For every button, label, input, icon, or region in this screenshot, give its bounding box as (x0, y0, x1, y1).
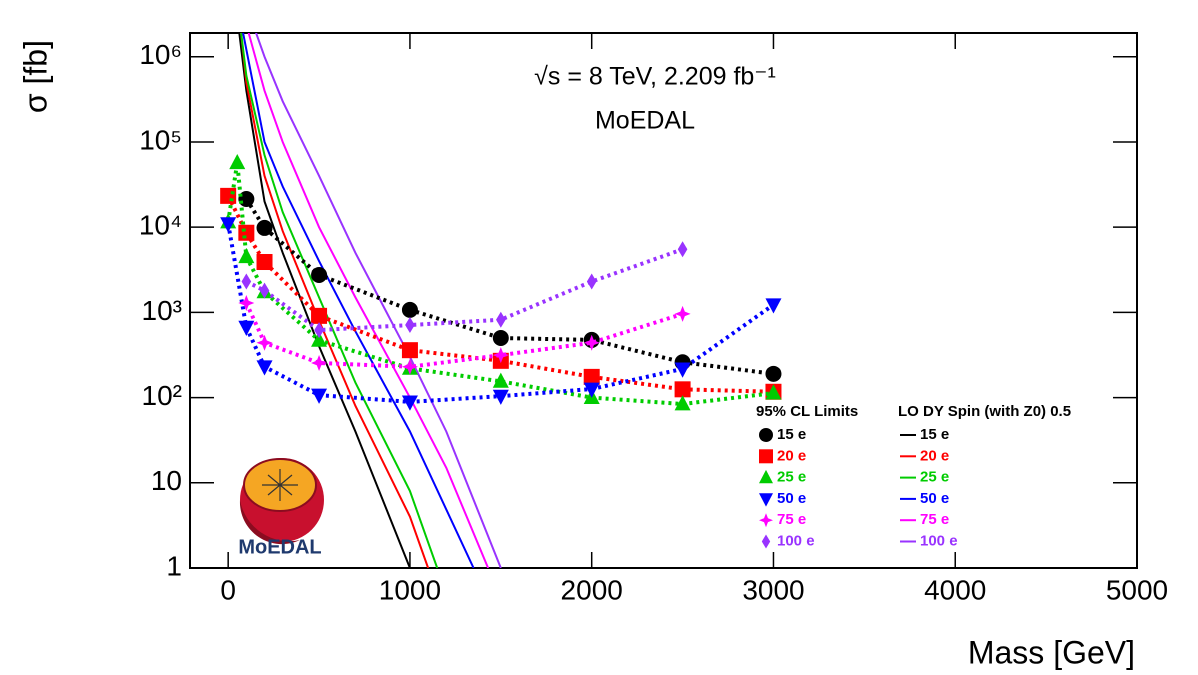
legend-label: 15 e (920, 426, 949, 443)
chart-subtitle: MoEDAL (595, 107, 695, 135)
legend-label: 100 e (920, 532, 958, 549)
theory-curve (242, 33, 475, 568)
theory-curve (240, 33, 430, 568)
legend-label: 20 e (920, 447, 949, 464)
marker (583, 382, 600, 398)
marker (256, 219, 273, 236)
legend-label: 100 e (777, 532, 815, 549)
marker (759, 449, 773, 464)
marker (496, 311, 506, 328)
legend-label: 20 e (777, 447, 806, 464)
marker (259, 282, 270, 299)
marker (583, 368, 600, 385)
chart-title: √s = 8 TeV, 2.209 fb⁻¹ (534, 63, 776, 91)
x-tick-label: 2000 (561, 574, 623, 605)
marker (759, 428, 773, 442)
marker (311, 331, 328, 347)
marker (492, 347, 509, 364)
marker (765, 298, 782, 314)
x-tick-label: 3000 (742, 574, 804, 605)
marker (674, 305, 691, 322)
marker (765, 365, 782, 382)
y-tick-label: 10³ (142, 295, 182, 326)
x-tick-label: 1000 (379, 574, 441, 605)
marker (311, 388, 328, 404)
marker (759, 513, 773, 528)
marker (765, 384, 782, 400)
marker (401, 342, 418, 359)
marker (401, 358, 418, 375)
y-tick-label: 10⁴ (139, 210, 182, 241)
marker (677, 241, 688, 258)
marker (674, 381, 691, 398)
y-tick-label: 1 (166, 550, 182, 581)
logo-text: MoEDAL (238, 536, 321, 558)
legend-title: 95% CL Limits (756, 403, 858, 420)
marker (314, 322, 324, 339)
marker (256, 360, 273, 376)
plot-area (220, 33, 782, 568)
marker (311, 266, 328, 283)
marker (311, 354, 328, 371)
legend-title: LO DY Spin (with Z0) 0.5 (898, 403, 1071, 420)
marker (674, 395, 691, 411)
marker (220, 217, 237, 233)
marker (238, 320, 255, 336)
marker (238, 294, 255, 311)
marker (492, 372, 509, 388)
limit-line (244, 197, 774, 376)
y-tick-label: 10² (142, 380, 182, 411)
marker (674, 362, 691, 378)
y-tick-label: 10⁵ (139, 124, 182, 155)
y-tick-label: 10⁶ (139, 39, 182, 70)
logo: MoEDAL (238, 458, 324, 558)
marker (759, 493, 773, 507)
limit-line (226, 162, 774, 407)
legend-label: 50 e (920, 490, 949, 507)
marker (256, 254, 273, 271)
marker (238, 224, 255, 241)
marker (583, 334, 600, 351)
legend-label: 25 e (777, 469, 806, 486)
x-tick-label: 0 (220, 574, 236, 605)
legend-label: 50 e (777, 490, 806, 507)
x-tick-label: 4000 (924, 574, 986, 605)
marker (311, 307, 328, 324)
marker (492, 330, 509, 347)
theory-curve (255, 33, 502, 568)
x-tick-label: 5000 (1106, 574, 1168, 605)
marker (220, 187, 237, 204)
marker (586, 273, 597, 290)
theory-curve (247, 33, 490, 568)
marker (229, 153, 246, 170)
marker (256, 334, 273, 351)
plot-frame (189, 32, 1138, 569)
marker (401, 301, 418, 318)
marker (241, 273, 252, 290)
marker (405, 317, 415, 334)
marker (401, 395, 418, 411)
marker (492, 389, 509, 405)
marker (759, 469, 773, 484)
legend-label: 75 e (920, 511, 949, 528)
x-axis-label: Mass [GeV] (968, 634, 1135, 670)
y-tick-label: 10 (151, 465, 182, 496)
legend-label: 75 e (777, 511, 806, 528)
legend-label: 15 e (777, 426, 806, 443)
theory-curve (238, 33, 411, 568)
marker (761, 534, 771, 549)
theory-curve (240, 33, 439, 568)
y-axis-label: σ [fb] (17, 40, 53, 113)
marker (238, 247, 255, 264)
legend-label: 25 e (920, 469, 949, 486)
marker (238, 191, 255, 208)
